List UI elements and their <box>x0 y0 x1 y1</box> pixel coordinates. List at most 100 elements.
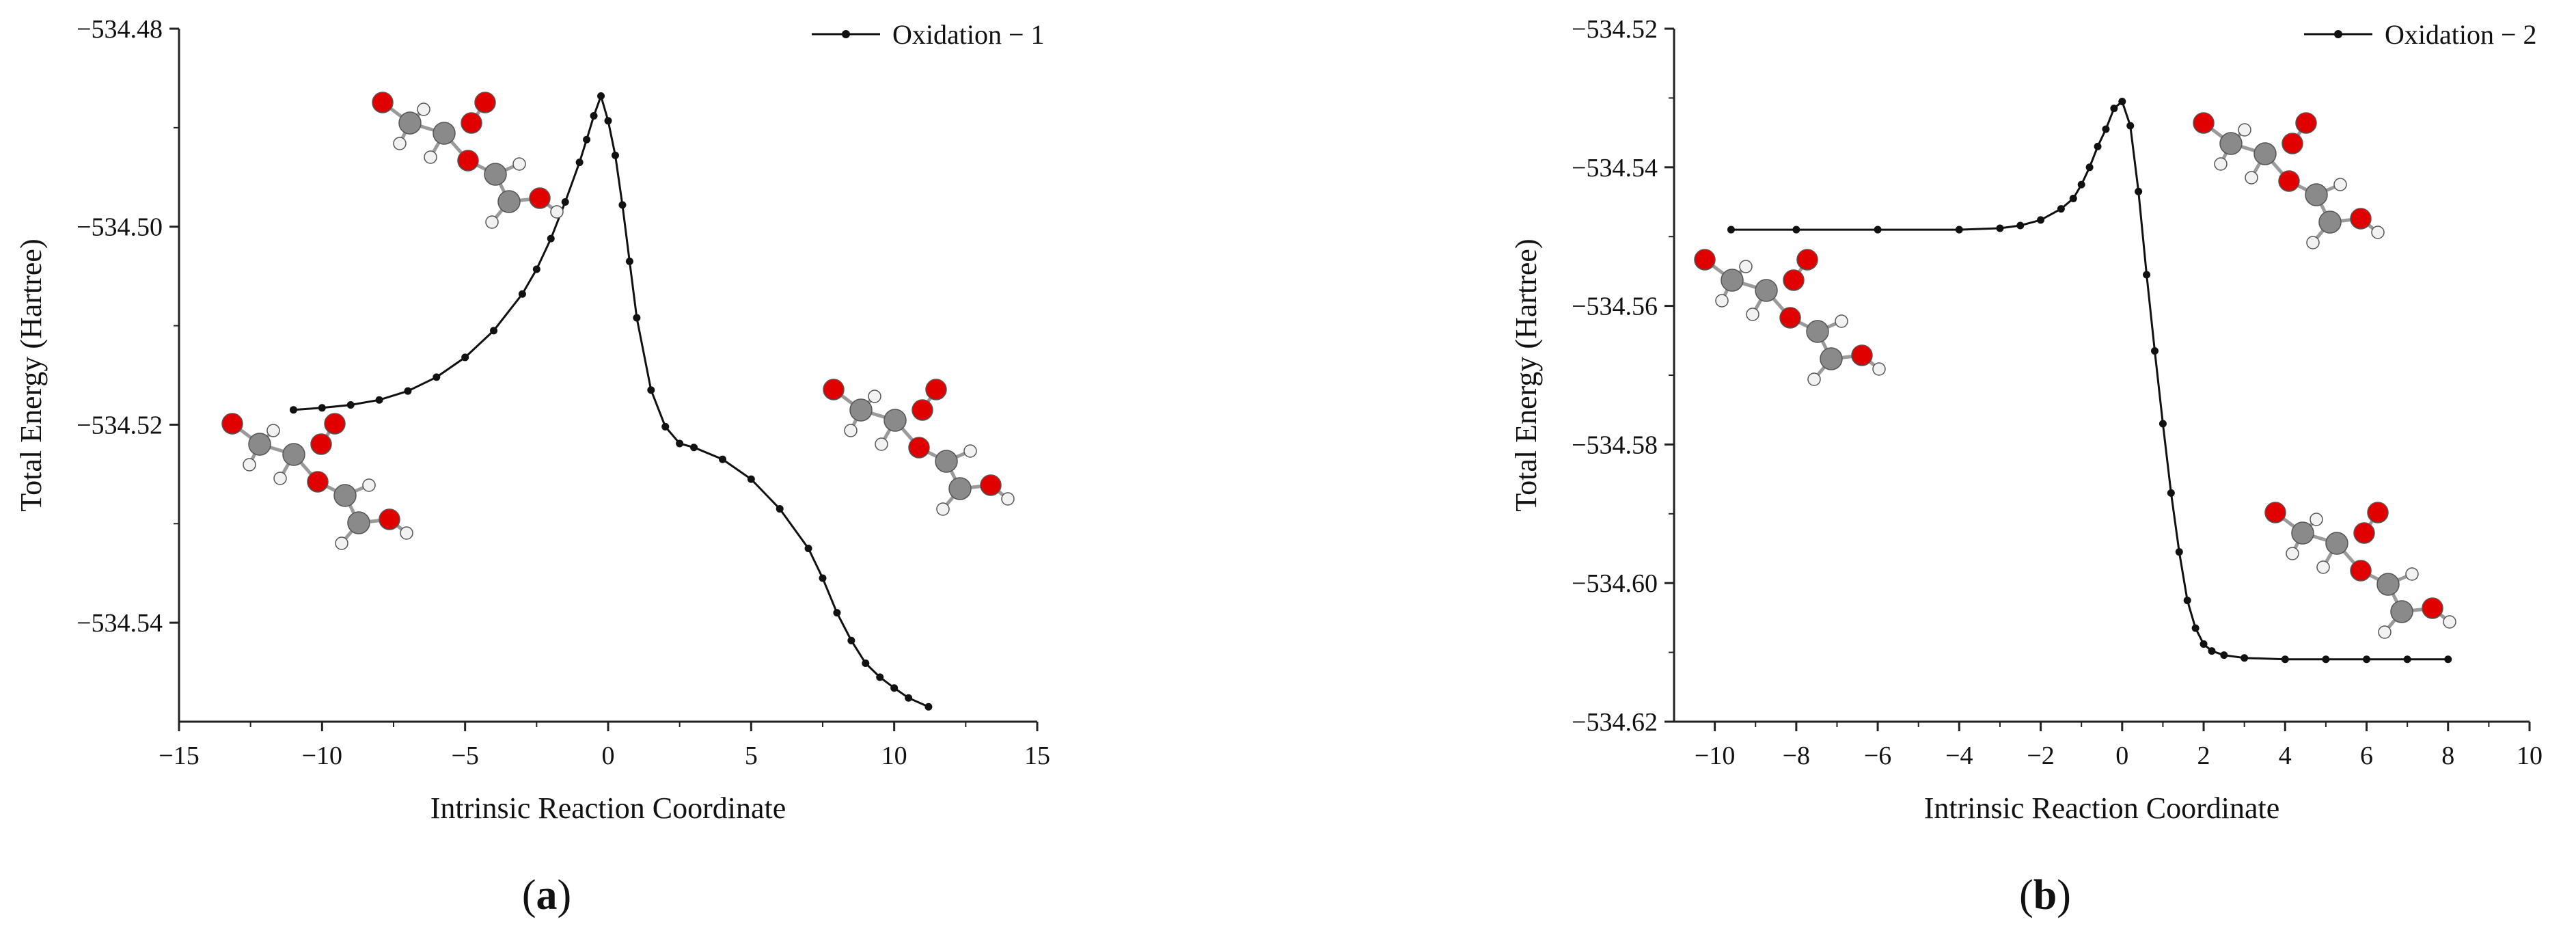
molecule-atom <box>936 502 950 516</box>
molecule-atom <box>2305 183 2328 206</box>
data-point <box>862 659 870 668</box>
molecule-atom <box>1851 344 1873 366</box>
molecule-atom <box>868 390 881 403</box>
x-axis-title: Intrinsic Reaction Coordinate <box>430 791 786 825</box>
panel-label-letter: b <box>2033 872 2057 918</box>
data-point <box>924 703 933 711</box>
data-point <box>718 455 726 463</box>
molecule-atom <box>2282 133 2303 154</box>
series-line <box>293 92 929 708</box>
data-point <box>461 353 469 362</box>
molecule-atom <box>2367 502 2389 523</box>
molecule-atom <box>1820 347 1843 370</box>
molecule-atom <box>2350 560 2372 582</box>
molecule-atom <box>2422 597 2443 619</box>
molecule-atom <box>1739 260 1753 273</box>
molecule-atom <box>963 444 977 458</box>
molecule-atom <box>1001 492 1015 506</box>
y-tick-label: −534.58 <box>1572 431 1658 459</box>
molecule-atom <box>424 150 437 164</box>
molecule-atom <box>2405 567 2419 581</box>
data-point <box>1792 226 1800 234</box>
x-tick-label: 6 <box>2360 741 2373 770</box>
y-tick-label: −534.52 <box>1572 15 1658 44</box>
y-tick-label: −534.50 <box>77 213 163 242</box>
x-tick-label: −10 <box>302 741 342 770</box>
data-point <box>2057 205 2065 213</box>
y-tick-label: −534.54 <box>77 609 163 638</box>
data-point <box>318 404 326 412</box>
molecule-atom <box>2390 600 2413 623</box>
molecule-atom <box>266 424 280 437</box>
data-point <box>2094 142 2102 150</box>
molecule-atom <box>823 379 845 400</box>
data-point <box>776 505 784 513</box>
data-point <box>611 151 619 159</box>
x-tick-label: −2 <box>2027 741 2054 770</box>
molecule-atom <box>912 399 933 421</box>
molecule-atom <box>2316 560 2330 574</box>
data-point <box>604 117 612 125</box>
data-point <box>2183 597 2191 605</box>
molecule-structure-icon <box>221 413 413 550</box>
x-tick-label: −10 <box>1695 741 1735 770</box>
molecule-atom <box>393 137 407 150</box>
molecule-atom <box>1715 294 1729 308</box>
molecule-atom <box>243 458 256 472</box>
x-tick-label: 0 <box>602 741 615 770</box>
molecule-atom <box>457 150 479 172</box>
panel-label-paren: ) <box>558 872 572 918</box>
molecule-atom <box>307 471 329 493</box>
data-point <box>375 396 383 404</box>
data-point <box>2102 125 2110 133</box>
y-tick-label: −534.56 <box>1572 292 1658 321</box>
molecule-atom <box>497 190 521 213</box>
panel-label: (a) <box>522 872 571 918</box>
y-tick-label: −534.62 <box>1572 708 1658 737</box>
molecule-atom <box>248 433 271 456</box>
molecule-atom <box>1721 269 1744 292</box>
molecule-atom <box>433 122 456 145</box>
molecule-atom <box>1796 249 1818 271</box>
data-point <box>2118 97 2126 105</box>
molecule-atom <box>2376 573 2400 596</box>
data-point <box>433 373 441 381</box>
data-point <box>2085 163 2094 172</box>
panel-label-paren: ( <box>522 872 536 918</box>
molecule-atom <box>372 92 394 113</box>
molecule-atom <box>379 508 400 530</box>
molecule-atom <box>398 111 422 135</box>
data-point <box>532 265 540 273</box>
molecule-atom <box>485 215 499 229</box>
data-point <box>2322 655 2330 664</box>
data-point <box>2191 624 2200 632</box>
molecule-atom <box>1779 307 1801 329</box>
data-point <box>847 636 855 644</box>
data-point <box>490 327 498 335</box>
molecule-atom <box>362 478 376 492</box>
molecule-atom <box>2238 123 2251 137</box>
y-tick-label: −534.54 <box>1572 154 1658 182</box>
data-point <box>404 387 412 395</box>
molecule-atom <box>2333 178 2347 191</box>
data-point <box>2143 271 2151 279</box>
x-tick-label: −6 <box>1864 741 1891 770</box>
molecule-atom <box>883 409 907 432</box>
x-tick-label: 8 <box>2441 741 2454 770</box>
data-point <box>547 234 555 243</box>
data-point <box>690 444 698 452</box>
data-point <box>518 290 526 298</box>
data-point <box>590 111 598 120</box>
legend-marker <box>842 30 850 38</box>
x-tick-label: −8 <box>1783 741 1810 770</box>
data-point <box>2281 655 2289 664</box>
molecule-atom <box>2214 157 2228 171</box>
data-point <box>2159 420 2167 428</box>
molecule-atom <box>333 484 357 507</box>
molecule-atom <box>484 163 507 186</box>
data-point <box>625 257 633 265</box>
y-tick-label: −534.60 <box>1572 569 1658 598</box>
x-tick-label: 2 <box>2197 741 2210 770</box>
y-tick-label: −534.48 <box>77 15 163 44</box>
x-tick-label: −4 <box>1945 741 1973 770</box>
